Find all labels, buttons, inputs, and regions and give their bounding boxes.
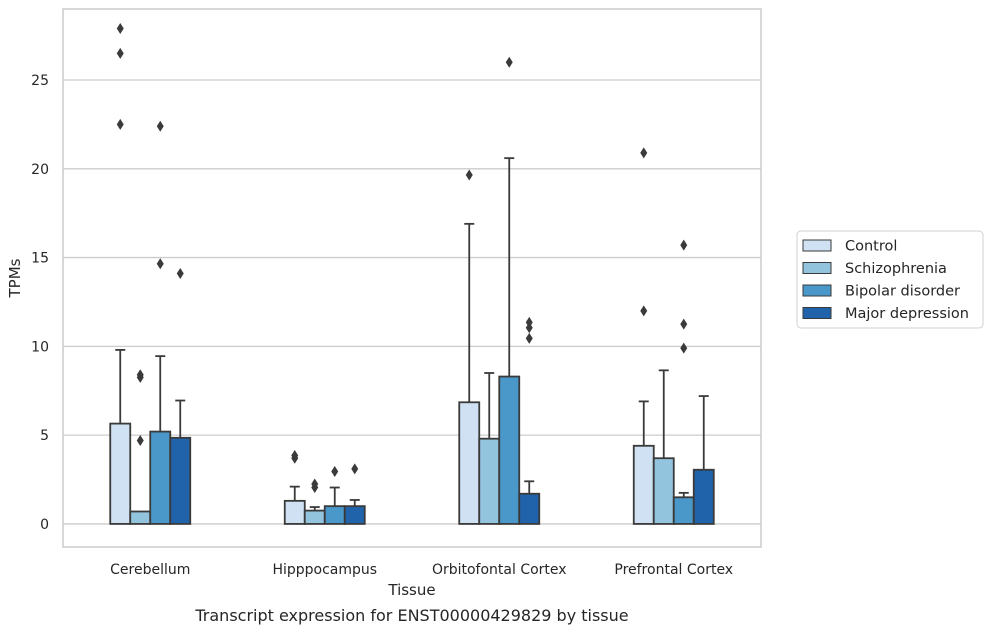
outlier-point — [156, 120, 164, 132]
x-tick-label: Orbitofontal Cortex — [432, 562, 567, 578]
y-axis-ticks: 0 5 10 15 20 25 — [31, 73, 49, 533]
bar — [109, 422, 132, 525]
y-tick-label: 25 — [31, 73, 49, 89]
figure-caption: Transcript expression for ENST0000042982… — [195, 606, 629, 625]
bar — [169, 436, 192, 525]
x-tick-label: Hipppocampus — [272, 562, 377, 578]
outlier-point — [351, 463, 359, 475]
bars-layer — [109, 23, 715, 525]
outlier-point — [291, 450, 299, 462]
outlier-point — [525, 332, 533, 344]
outlier-point — [116, 118, 124, 130]
bar — [692, 468, 715, 525]
y-tick-label: 15 — [31, 251, 49, 267]
outlier-point — [311, 478, 319, 490]
legend-swatch — [802, 284, 832, 297]
x-tick-label: Prefrontal Cortex — [614, 562, 733, 578]
y-tick-label: 10 — [31, 339, 49, 355]
outlier-point — [465, 169, 473, 181]
bar — [343, 505, 366, 525]
y-axis-label: TPMs — [6, 258, 24, 298]
outlier-point — [136, 369, 144, 381]
legend-swatch — [802, 262, 832, 274]
x-axis-label: Tissue — [387, 581, 435, 599]
outlier-point — [640, 305, 648, 317]
x-tick-label: Cerebellum — [110, 562, 190, 578]
bar — [149, 430, 172, 525]
y-tick-label: 20 — [31, 162, 49, 178]
bar — [672, 496, 695, 525]
legend-label: Bipolar disorder — [845, 284, 960, 300]
bar — [652, 457, 675, 525]
legend-box — [796, 230, 984, 329]
outlier-point — [525, 316, 533, 328]
outlier-point — [116, 47, 124, 59]
plot-frame — [62, 8, 762, 548]
outlier-point — [680, 342, 688, 354]
bar — [323, 505, 346, 525]
legend-label: Schizophrenia — [845, 261, 947, 277]
legend-swatch — [802, 307, 832, 319]
bar — [458, 401, 481, 525]
bar — [129, 510, 152, 525]
bar — [478, 437, 501, 525]
outlier-point — [156, 258, 164, 270]
outlier-point — [176, 268, 184, 280]
bar — [632, 444, 655, 525]
legend-label: Control — [845, 239, 897, 255]
y-tick-label: 0 — [40, 517, 49, 533]
bar — [303, 509, 326, 525]
outlier-point — [136, 434, 144, 446]
outlier-point — [680, 318, 688, 330]
legend: Control Schizophrenia Bipolar disorder Majo… — [796, 230, 984, 329]
x-axis-ticks: Cerebellum Hipppocampus Orbitofontal Corte… — [110, 562, 733, 578]
bar — [283, 499, 306, 525]
y-tick-label: 5 — [40, 428, 49, 444]
outlier-point — [640, 147, 648, 159]
legend-swatch — [802, 239, 832, 252]
legend-label: Major depression — [845, 306, 969, 322]
outlier-point — [505, 56, 513, 68]
outlier-point — [331, 466, 339, 478]
bar — [498, 375, 521, 525]
outlier-point — [116, 23, 124, 35]
outlier-point — [680, 239, 688, 251]
bar — [518, 492, 541, 525]
